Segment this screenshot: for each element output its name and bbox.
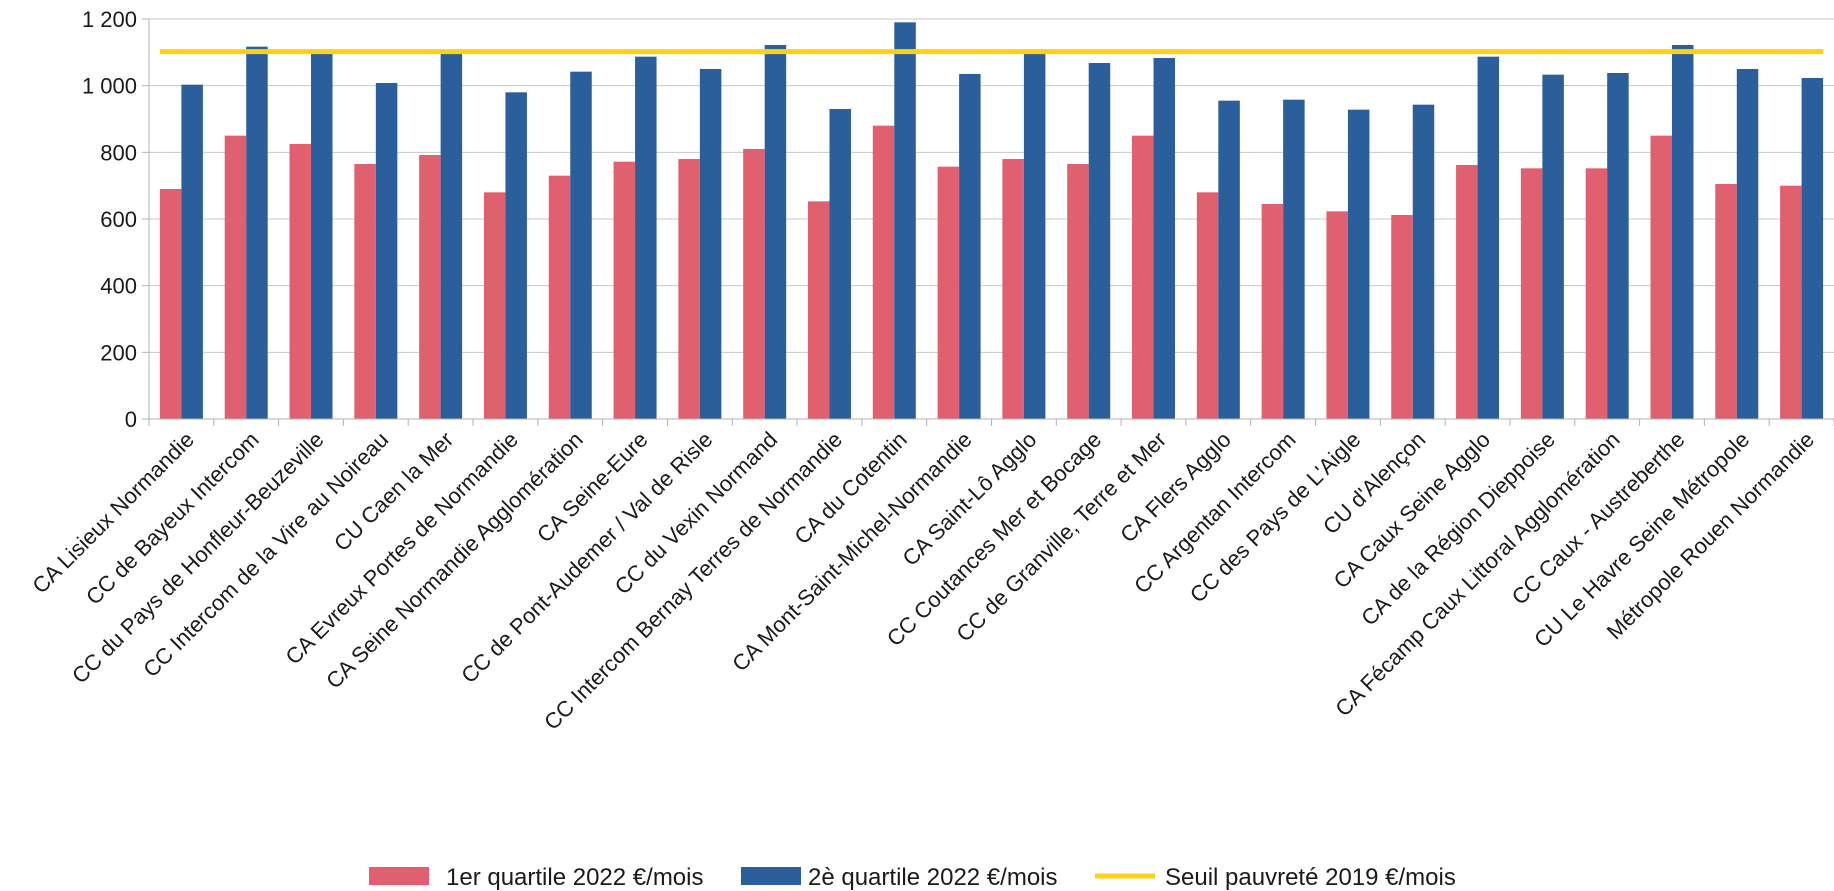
bars bbox=[159, 22, 1824, 420]
bar-q1 bbox=[743, 149, 765, 419]
y-tick-label: 200 bbox=[100, 340, 137, 365]
bar-q2 bbox=[311, 53, 333, 419]
bar-q2 bbox=[894, 22, 916, 419]
x-tick-label: CA Flers Agglo bbox=[1115, 427, 1236, 548]
x-tick-label: CA Mont-Saint-Michel-Normandie bbox=[727, 427, 976, 676]
bar-q2 bbox=[1607, 73, 1629, 419]
bar-q2 bbox=[1347, 109, 1370, 420]
x-tick-label: CC Intercom Bernay Terres de Normandie bbox=[539, 427, 847, 735]
bar-q2 bbox=[1218, 100, 1240, 420]
x-tick-label: CU Caen la Mer bbox=[329, 427, 458, 556]
y-tick-label: 1 000 bbox=[82, 74, 137, 99]
legend-label: Seuil pauvreté 2019 €/mois bbox=[1165, 864, 1456, 891]
bar-q1 bbox=[354, 164, 376, 419]
bar-q1 bbox=[1391, 215, 1413, 419]
bar-q1 bbox=[419, 155, 441, 419]
bar-q2 bbox=[1153, 58, 1176, 419]
bar-q2 bbox=[246, 46, 268, 420]
bar-q1 bbox=[1002, 159, 1024, 419]
bar-q2 bbox=[764, 45, 787, 419]
bar-q1 bbox=[613, 161, 636, 419]
bar-q1 bbox=[1132, 135, 1154, 419]
bar-q2 bbox=[1736, 69, 1759, 419]
bar-q2 bbox=[699, 69, 722, 419]
x-tick-label: CA Evreux Portes de Normandie bbox=[280, 427, 522, 669]
legend-label: 2è quartile 2022 €/mois bbox=[808, 864, 1058, 891]
legend: 1er quartile 2022 €/mois 2è quartile 2022… bbox=[369, 864, 1456, 891]
bar-q1 bbox=[1067, 164, 1089, 419]
bar-q2 bbox=[181, 84, 203, 420]
bar-q1 bbox=[1326, 211, 1348, 419]
bar-q1 bbox=[678, 159, 700, 419]
y-tick-label: 0 bbox=[125, 407, 137, 432]
bar-q2 bbox=[1283, 99, 1305, 420]
bar-q2 bbox=[570, 71, 592, 420]
bar-q2 bbox=[1088, 63, 1111, 419]
bar-q1 bbox=[548, 175, 571, 419]
bar-q2 bbox=[1412, 104, 1435, 420]
x-tick-label: CA Seine-Eure bbox=[532, 427, 653, 548]
grid bbox=[149, 18, 1834, 353]
y-tick-label: 400 bbox=[100, 274, 137, 299]
y-tick-label: 1 200 bbox=[82, 7, 137, 32]
bar-q1 bbox=[872, 125, 895, 420]
bar-q1 bbox=[289, 144, 312, 419]
bar-q2 bbox=[635, 56, 657, 420]
bar-q1 bbox=[937, 166, 960, 419]
legend-swatch bbox=[741, 867, 801, 885]
bar-q1 bbox=[1196, 192, 1219, 419]
y-tick-label: 600 bbox=[100, 207, 137, 232]
bar-q1 bbox=[159, 189, 182, 419]
bar-q1 bbox=[1585, 168, 1608, 419]
bar-q1 bbox=[224, 135, 247, 419]
bar-q1 bbox=[1780, 185, 1802, 419]
bar-q1 bbox=[1650, 135, 1672, 419]
bar-q2 bbox=[1477, 56, 1500, 420]
bar-q2 bbox=[375, 83, 398, 419]
bar-q1 bbox=[807, 201, 830, 419]
legend-label: 1er quartile 2022 €/mois bbox=[446, 864, 703, 891]
bar-q2 bbox=[959, 74, 981, 419]
bar-q1 bbox=[1456, 165, 1478, 419]
bar-q2 bbox=[1023, 54, 1046, 419]
bar-q1 bbox=[483, 192, 506, 419]
bar-q2 bbox=[1801, 78, 1824, 419]
bar-q2 bbox=[1671, 45, 1694, 419]
bar-q1 bbox=[1715, 184, 1737, 419]
bar-q1 bbox=[1261, 204, 1284, 419]
x-tick-label: CA du Cotentin bbox=[790, 427, 912, 549]
y-axis-ticks: 0 200 400 600 800 1 000 1 200 bbox=[82, 7, 149, 432]
bar-q1 bbox=[1520, 168, 1543, 419]
y-tick-label: 800 bbox=[100, 140, 137, 165]
bar-q2 bbox=[505, 92, 527, 419]
legend-swatch bbox=[369, 867, 429, 885]
bar-q2 bbox=[440, 52, 463, 419]
bar-q2 bbox=[829, 109, 851, 419]
bar-q2 bbox=[1542, 74, 1564, 420]
